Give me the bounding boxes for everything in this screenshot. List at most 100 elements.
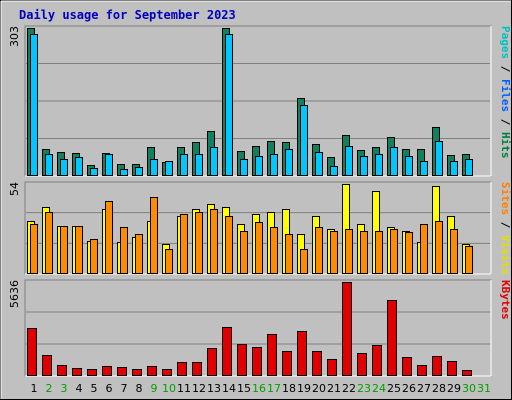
bar-sites-day-2 bbox=[45, 212, 53, 274]
bar-kbytes-day-22 bbox=[342, 282, 352, 376]
bar-files-day-11 bbox=[180, 154, 188, 176]
chart-panels: 303 Pages / Files / Hits 54 Sites / Visits 5… bbox=[8, 25, 512, 377]
x-tick-label-day-4: 4 bbox=[76, 382, 83, 395]
legend-entry: Hits bbox=[499, 132, 512, 159]
y-axis-max-label: 303 bbox=[8, 26, 21, 47]
bar-files-day-25 bbox=[390, 147, 398, 176]
bar-kbytes-day-27 bbox=[417, 365, 427, 376]
bar-files-day-14 bbox=[225, 34, 233, 176]
x-tick-label-day-23: 23 bbox=[357, 382, 371, 395]
bar-sites-day-29 bbox=[450, 229, 458, 274]
bar-sites-day-25 bbox=[390, 229, 398, 274]
bar-files-day-3 bbox=[60, 159, 68, 176]
bar-files-day-24 bbox=[375, 154, 383, 176]
x-tick-label-day-17: 17 bbox=[267, 382, 281, 395]
bar-kbytes-day-8 bbox=[132, 369, 142, 376]
legend-entry: / bbox=[499, 59, 512, 79]
bar-sites-day-21 bbox=[330, 231, 338, 274]
x-tick-label-day-6: 6 bbox=[106, 382, 113, 395]
bar-sites-day-26 bbox=[405, 232, 413, 274]
x-tick-label-day-11: 11 bbox=[177, 382, 191, 395]
bar-sites-day-18 bbox=[285, 234, 293, 274]
bar-sites-day-30 bbox=[465, 246, 473, 274]
x-tick-label-day-1: 1 bbox=[31, 382, 38, 395]
x-tick-label-day-14: 14 bbox=[222, 382, 236, 395]
bar-kbytes-day-9 bbox=[147, 366, 157, 376]
bar-kbytes-day-17 bbox=[267, 334, 277, 376]
x-tick-label-day-27: 27 bbox=[417, 382, 431, 395]
x-tick-label-day-7: 7 bbox=[121, 382, 128, 395]
bar-sites-day-8 bbox=[135, 234, 143, 274]
bar-files-day-10 bbox=[165, 161, 173, 176]
x-tick-label-day-18: 18 bbox=[282, 382, 296, 395]
bar-files-day-22 bbox=[345, 146, 353, 176]
legend-entry: Visits bbox=[499, 235, 512, 275]
chart-title: Daily usage for September 2023 bbox=[19, 8, 236, 22]
legend-entry: / bbox=[499, 112, 512, 132]
bar-files-day-28 bbox=[435, 141, 443, 176]
x-tick-label-day-16: 16 bbox=[252, 382, 266, 395]
bar-sites-day-3 bbox=[60, 226, 68, 274]
x-tick-label-day-30: 30 bbox=[462, 382, 476, 395]
legend-label: Sites / Visits bbox=[499, 182, 512, 275]
bar-files-day-5 bbox=[90, 168, 98, 176]
x-tick-label-day-3: 3 bbox=[61, 382, 68, 395]
bar-sites-day-20 bbox=[315, 227, 323, 274]
x-tick-label-day-31: 31 bbox=[477, 382, 491, 395]
bar-kbytes-day-16 bbox=[252, 347, 262, 376]
bar-kbytes-day-19 bbox=[297, 331, 307, 376]
bar-kbytes-day-15 bbox=[237, 344, 247, 376]
bar-files-day-17 bbox=[270, 154, 278, 176]
bar-files-day-15 bbox=[240, 159, 248, 176]
bar-kbytes-day-7 bbox=[117, 367, 127, 376]
bar-kbytes-day-11 bbox=[177, 362, 187, 376]
bar-files-day-13 bbox=[210, 147, 218, 176]
bar-files-day-23 bbox=[360, 156, 368, 176]
bar-files-day-18 bbox=[285, 149, 293, 176]
bar-kbytes-day-3 bbox=[57, 365, 67, 376]
panel-hits-files-pages: 303 Pages / Files / Hits bbox=[8, 25, 512, 177]
bar-sites-day-19 bbox=[300, 249, 308, 274]
x-tick-label-day-12: 12 bbox=[192, 382, 206, 395]
bar-kbytes-day-5 bbox=[87, 369, 97, 376]
legend-entry: Files bbox=[499, 79, 512, 112]
bar-files-day-1 bbox=[30, 34, 38, 176]
panel-kbytes: 5636 KBytes bbox=[8, 279, 512, 377]
bar-files-day-2 bbox=[45, 154, 53, 176]
bar-files-day-7 bbox=[120, 169, 128, 176]
bar-sites-day-16 bbox=[255, 222, 263, 274]
bar-files-day-29 bbox=[450, 161, 458, 176]
bar-kbytes-day-2 bbox=[42, 355, 52, 376]
legend-entry: KBytes bbox=[499, 280, 512, 320]
bar-kbytes-day-28 bbox=[432, 356, 442, 376]
bar-sites-day-15 bbox=[240, 231, 248, 274]
bar-kbytes-day-29 bbox=[447, 361, 457, 376]
x-axis-labels: 1 2 3 4 5 6 7 8 9 10 11 12 13 14 15 16 17 18 19 20 21 22 23 24 2… bbox=[31, 382, 492, 395]
bar-sites-day-6 bbox=[105, 201, 113, 274]
x-tick-label-day-5: 5 bbox=[91, 382, 98, 395]
bar-sites-day-4 bbox=[75, 226, 83, 274]
x-tick-label-day-26: 26 bbox=[402, 382, 416, 395]
legend-label: Pages / Files / Hits bbox=[499, 26, 512, 159]
x-tick-label-day-24: 24 bbox=[372, 382, 386, 395]
legend-entry: Pages bbox=[499, 26, 512, 59]
bar-sites-day-22 bbox=[345, 229, 353, 274]
x-tick-label-day-13: 13 bbox=[207, 382, 221, 395]
bar-sites-day-13 bbox=[210, 209, 218, 274]
bar-kbytes-day-26 bbox=[402, 357, 412, 376]
bar-files-day-6 bbox=[105, 154, 113, 176]
x-tick-label-day-8: 8 bbox=[136, 382, 143, 395]
legend-entry: Sites bbox=[499, 182, 512, 215]
bar-files-day-8 bbox=[135, 167, 143, 176]
legend-label: KBytes bbox=[499, 280, 512, 320]
bar-kbytes-day-20 bbox=[312, 351, 322, 376]
x-tick-label-day-22: 22 bbox=[342, 382, 356, 395]
y-axis-max-label: 5636 bbox=[8, 280, 21, 308]
bar-kbytes-day-6 bbox=[102, 366, 112, 376]
bar-kbytes-day-25 bbox=[387, 300, 397, 376]
x-tick-label-day-10: 10 bbox=[162, 382, 176, 395]
y-axis-max-label: 54 bbox=[8, 182, 21, 196]
bar-kbytes-day-4 bbox=[72, 368, 82, 376]
x-tick-label-day-29: 29 bbox=[447, 382, 461, 395]
